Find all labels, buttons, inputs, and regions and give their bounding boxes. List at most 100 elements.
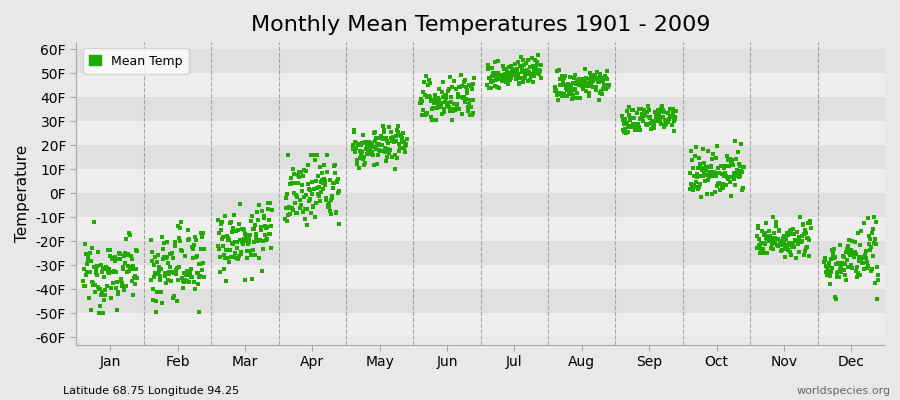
Point — [765, 235, 779, 241]
Point — [510, 70, 525, 77]
Point — [631, 121, 645, 128]
Point — [490, 74, 504, 81]
Point — [368, 138, 382, 144]
Point — [846, 249, 860, 255]
Point — [830, 270, 844, 276]
Point — [761, 233, 776, 239]
Point — [565, 80, 580, 86]
Point — [104, 295, 119, 302]
Point — [175, 247, 189, 254]
Point — [549, 86, 563, 93]
Point — [662, 116, 676, 123]
Point — [554, 90, 568, 96]
Point — [230, 239, 244, 246]
Point — [666, 118, 680, 124]
Point — [838, 271, 852, 278]
Point — [392, 148, 406, 154]
Point — [508, 72, 522, 78]
Point — [289, 210, 303, 216]
Point — [593, 71, 608, 77]
Point — [304, 152, 319, 158]
Point — [422, 93, 436, 100]
Point — [109, 284, 123, 291]
Point — [346, 142, 360, 148]
Point — [755, 228, 770, 234]
Point — [279, 204, 293, 211]
Point — [528, 65, 543, 72]
Point — [174, 247, 188, 254]
Point — [520, 67, 535, 74]
Point — [752, 242, 767, 248]
Point — [159, 280, 174, 286]
Point — [165, 269, 179, 275]
Point — [114, 283, 129, 289]
Point — [255, 208, 269, 214]
Point — [113, 276, 128, 282]
Point — [648, 109, 662, 116]
Point — [640, 122, 654, 128]
Point — [574, 78, 589, 84]
Point — [108, 254, 122, 260]
Point — [856, 259, 870, 266]
Point — [318, 182, 332, 188]
Point — [494, 71, 508, 78]
Point — [217, 252, 231, 258]
Point — [417, 79, 431, 85]
Point — [184, 274, 198, 280]
Point — [500, 66, 514, 72]
Point — [287, 171, 302, 178]
Point — [773, 242, 788, 248]
Point — [770, 242, 785, 248]
Point — [766, 214, 780, 220]
Point — [653, 118, 668, 124]
Point — [784, 252, 798, 258]
Point — [527, 57, 542, 64]
Point — [641, 120, 655, 127]
Point — [296, 208, 310, 215]
Point — [391, 128, 405, 135]
Point — [554, 82, 569, 88]
Point — [770, 243, 785, 249]
Point — [192, 274, 206, 281]
Point — [432, 85, 446, 92]
Point — [754, 240, 769, 246]
Point — [751, 245, 765, 252]
Point — [616, 116, 630, 123]
Point — [868, 280, 883, 286]
Point — [759, 230, 773, 236]
Point — [298, 206, 312, 213]
Point — [521, 78, 535, 84]
Point — [265, 223, 279, 230]
Point — [482, 64, 497, 71]
Point — [571, 76, 585, 83]
Point — [286, 190, 301, 196]
Point — [460, 86, 474, 93]
Point — [192, 309, 206, 316]
Point — [96, 274, 111, 280]
Legend: Mean Temp: Mean Temp — [83, 48, 189, 74]
Point — [706, 169, 721, 176]
Point — [122, 268, 136, 274]
Point — [450, 90, 464, 97]
Point — [85, 279, 99, 285]
Point — [397, 139, 411, 145]
Point — [83, 269, 97, 276]
Point — [79, 269, 94, 275]
Point — [517, 68, 531, 75]
Point — [499, 70, 513, 77]
Point — [642, 114, 656, 120]
Point — [170, 298, 184, 304]
Point — [684, 156, 698, 163]
Point — [100, 264, 114, 271]
Point — [698, 172, 712, 178]
Point — [848, 248, 862, 255]
Point — [860, 265, 875, 271]
Point — [448, 106, 463, 112]
Point — [493, 74, 508, 80]
Point — [637, 110, 652, 116]
Point — [149, 288, 164, 295]
Point — [352, 164, 366, 171]
Point — [387, 152, 401, 158]
Point — [447, 107, 462, 114]
Point — [663, 114, 678, 120]
